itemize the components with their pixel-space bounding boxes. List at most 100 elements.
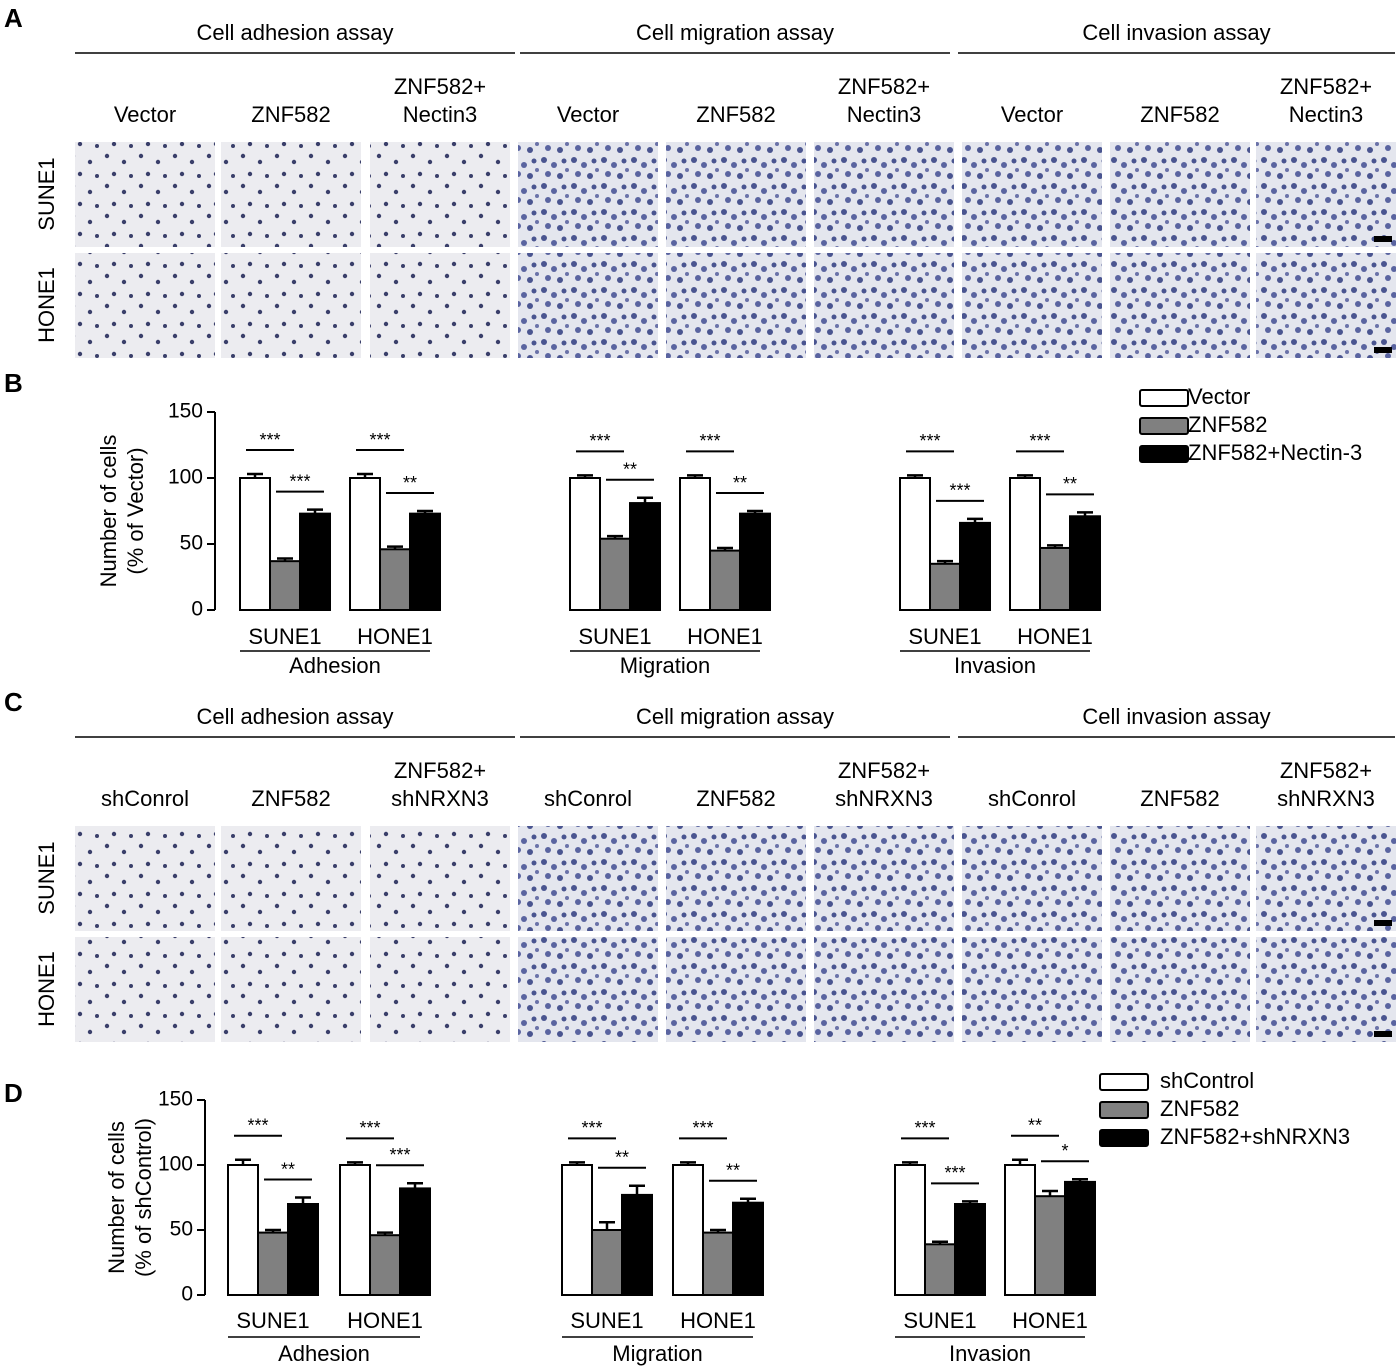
condition-label: shNRXN3 (391, 786, 489, 811)
group-label: Invasion (954, 653, 1036, 678)
legend-swatch (1099, 1073, 1149, 1091)
row-label: SUNE1 (34, 841, 59, 914)
bar (1034, 1195, 1066, 1296)
bar (679, 477, 711, 611)
y-tick-label: 0 (181, 1283, 193, 1306)
significance-label: *** (581, 1118, 602, 1138)
error-bar (907, 474, 923, 478)
error-bar (235, 1158, 251, 1165)
bar (569, 477, 601, 611)
bar (672, 1164, 704, 1296)
bar (591, 1229, 623, 1296)
condition-label: ZNF582+ (1280, 758, 1372, 783)
significance-label: ** (726, 1161, 740, 1181)
legend-label: ZNF582 (1160, 1096, 1239, 1121)
error-bar (569, 1161, 585, 1165)
legend-label: ZNF582+shNRXN3 (1160, 1124, 1350, 1149)
condition-label: Nectin3 (847, 102, 922, 127)
micrograph (518, 253, 658, 358)
assay-title: Cell migration assay (636, 20, 834, 45)
condition-label: ZNF582+ (394, 758, 486, 783)
group-label: Adhesion (278, 1341, 370, 1366)
group-label: Migration (620, 653, 710, 678)
significance-label: *** (259, 430, 280, 450)
micrograph (814, 937, 954, 1042)
micrograph (221, 826, 361, 931)
condition-label: Vector (1001, 102, 1063, 127)
micrograph (518, 826, 658, 931)
significance-label: ** (733, 473, 747, 493)
significance-label: * (1061, 1141, 1068, 1161)
micrograph (75, 937, 215, 1042)
bar (299, 512, 331, 612)
bar (629, 502, 661, 611)
micrograph (1256, 253, 1396, 358)
bar (339, 1164, 371, 1296)
bar (621, 1193, 653, 1297)
bar (739, 512, 771, 612)
scale-bar (1374, 920, 1392, 926)
bar (599, 537, 631, 611)
micrograph (518, 937, 658, 1042)
error-bar (407, 1181, 423, 1189)
assay-title: Cell invasion assay (1082, 20, 1270, 45)
bar (899, 477, 931, 611)
condition-label: Nectin3 (1289, 102, 1364, 127)
condition-label: shNRXN3 (1277, 786, 1375, 811)
error-bar (717, 546, 733, 551)
significance-label: *** (692, 1118, 713, 1138)
group-label: Migration (612, 1341, 702, 1366)
panel-letter: A (4, 3, 23, 33)
group-label: Adhesion (289, 653, 381, 678)
significance-label: ** (281, 1159, 295, 1179)
error-bar (967, 517, 983, 523)
bar (709, 549, 741, 611)
x-tick-label: SUNE1 (236, 1308, 309, 1333)
error-bar (387, 545, 403, 550)
legend-swatch (1139, 445, 1189, 463)
condition-label: ZNF582 (696, 102, 775, 127)
micrograph (666, 142, 806, 247)
bar (1009, 477, 1041, 611)
bar (257, 1231, 289, 1296)
y-axis-label: Number of cells (104, 1121, 129, 1274)
error-bar (1017, 474, 1033, 478)
micrograph (370, 937, 510, 1042)
significance-label: *** (1029, 431, 1050, 451)
error-bar (937, 559, 953, 564)
bar (894, 1164, 926, 1296)
x-tick-label: HONE1 (347, 1308, 423, 1333)
bar (379, 548, 411, 612)
legend-swatch (1099, 1129, 1149, 1147)
error-bar (902, 1161, 918, 1165)
bar (349, 477, 381, 611)
error-bar (932, 1240, 948, 1245)
condition-label: ZNF582+ (394, 74, 486, 99)
significance-label: *** (699, 431, 720, 451)
row-label: SUNE1 (34, 157, 59, 230)
condition-label: shConrol (101, 786, 189, 811)
x-tick-label: SUNE1 (903, 1308, 976, 1333)
y-tick-label: 150 (158, 1088, 193, 1111)
significance-label: *** (914, 1118, 935, 1138)
bar (1039, 546, 1071, 612)
x-tick-label: HONE1 (687, 624, 763, 649)
error-bar (247, 472, 263, 478)
panel-letter: C (4, 687, 23, 717)
significance-label: *** (359, 1118, 380, 1138)
micrograph (75, 142, 215, 247)
y-axis-label: (% of shControl) (131, 1118, 156, 1277)
significance-label: *** (389, 1145, 410, 1165)
scale-bar (1374, 1031, 1392, 1037)
micrograph (221, 142, 361, 247)
micrograph (666, 826, 806, 931)
condition-label: shConrol (544, 786, 632, 811)
micrograph (1256, 142, 1396, 247)
significance-label: *** (289, 471, 310, 491)
micrograph (1110, 253, 1250, 358)
y-tick-label: 50 (180, 532, 203, 555)
micrograph (666, 253, 806, 358)
x-tick-label: SUNE1 (570, 1308, 643, 1333)
y-tick-label: 50 (170, 1218, 193, 1241)
condition-label: ZNF582 (1140, 102, 1219, 127)
